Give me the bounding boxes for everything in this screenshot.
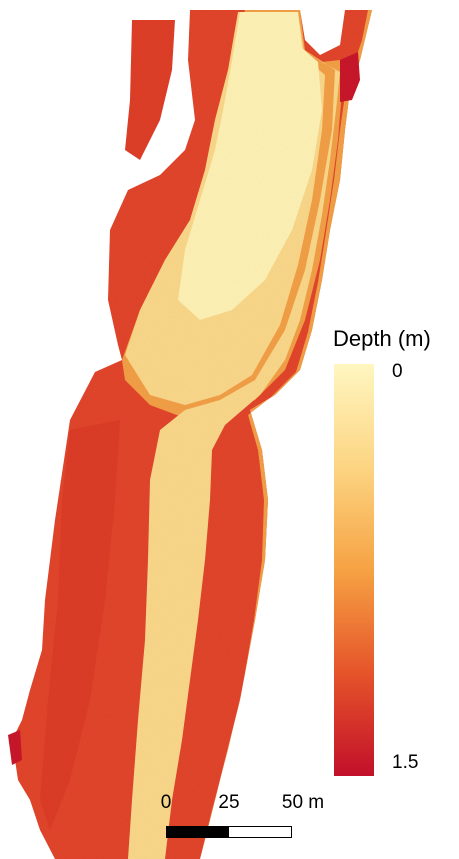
deep-patch-left-bank xyxy=(40,420,120,830)
shallow-core xyxy=(178,12,322,320)
scale-label-50: 50 m xyxy=(281,792,325,813)
scale-label-0: 0 xyxy=(160,792,172,813)
colorbar-min-label: 0 xyxy=(392,361,403,382)
deep-patch-upper-right xyxy=(340,52,360,102)
legend-title: Depth (m) xyxy=(333,326,431,351)
deep-patch-lower-left xyxy=(8,730,22,765)
scale-bar-white-segment xyxy=(229,827,291,837)
scale-bar-black-segment xyxy=(167,827,229,837)
colorbar-max-label: 1.5 xyxy=(392,752,419,773)
scale-bar xyxy=(166,826,292,838)
channel-mid xyxy=(122,10,372,859)
deep-patch-upper-left xyxy=(125,20,175,160)
scale-label-25: 25 xyxy=(218,792,240,813)
depth-colorbar xyxy=(334,364,374,776)
